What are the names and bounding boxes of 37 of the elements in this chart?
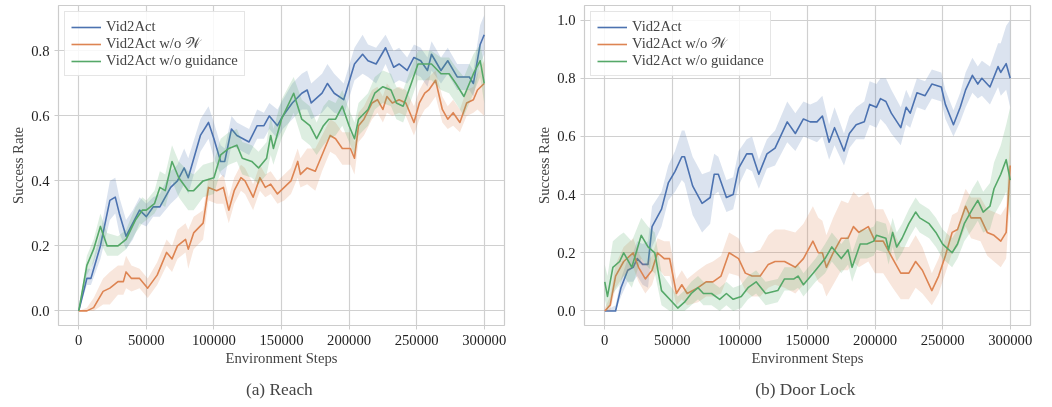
y-tick-label: 0.0 bbox=[557, 302, 576, 319]
x-tick-label: 200000 bbox=[327, 331, 372, 348]
x-tick-label: 0 bbox=[75, 331, 83, 348]
x-tick-label: 150000 bbox=[785, 331, 830, 348]
y-tick-label: 0.4 bbox=[31, 172, 51, 189]
y-axis-title: Success Rate bbox=[536, 127, 553, 204]
x-axis-title: Environment Steps bbox=[751, 349, 864, 366]
x-tick-label: 250000 bbox=[394, 331, 439, 348]
legend-label: Vid2Act bbox=[106, 18, 156, 35]
y-tick-label: 0.2 bbox=[31, 237, 50, 254]
x-tick-label: 100000 bbox=[717, 331, 762, 348]
x-tick-label: 300000 bbox=[988, 331, 1033, 348]
y-tick-label: 0.4 bbox=[557, 186, 577, 203]
y-tick-label: 0.6 bbox=[31, 107, 50, 124]
y-tick-label: 0.0 bbox=[31, 302, 50, 319]
x-axis-title: Environment Steps bbox=[225, 349, 338, 366]
x-tick-label: 250000 bbox=[920, 331, 965, 348]
y-axis-title: Success Rate bbox=[10, 127, 27, 204]
x-tick-label: 300000 bbox=[462, 331, 507, 348]
y-tick-label: 0.6 bbox=[557, 128, 576, 145]
legend-label: Vid2Act w/o guidance bbox=[106, 52, 238, 69]
x-tick-label: 50000 bbox=[654, 331, 691, 348]
y-tick-label: 1.0 bbox=[557, 12, 576, 29]
legend-label: Vid2Act bbox=[632, 18, 682, 35]
x-tick-label: 150000 bbox=[259, 331, 304, 348]
legend-label: Vid2Act w/o guidance bbox=[632, 52, 764, 69]
y-tick-label: 0.8 bbox=[31, 42, 50, 59]
legend-label: Vid2Act w/o 𝒲 bbox=[106, 35, 201, 52]
text: (b) Door Lock bbox=[755, 379, 856, 399]
y-tick-label: 0.8 bbox=[557, 70, 576, 87]
text: (a) Reach bbox=[245, 379, 314, 399]
x-tick-label: 100000 bbox=[191, 331, 236, 348]
y-tick-label: 0.2 bbox=[557, 244, 576, 261]
x-tick-label: 200000 bbox=[853, 331, 898, 348]
x-tick-label: 0 bbox=[601, 331, 609, 348]
x-tick-label: 50000 bbox=[128, 331, 165, 348]
legend-label: Vid2Act w/o 𝒲 bbox=[632, 35, 727, 52]
